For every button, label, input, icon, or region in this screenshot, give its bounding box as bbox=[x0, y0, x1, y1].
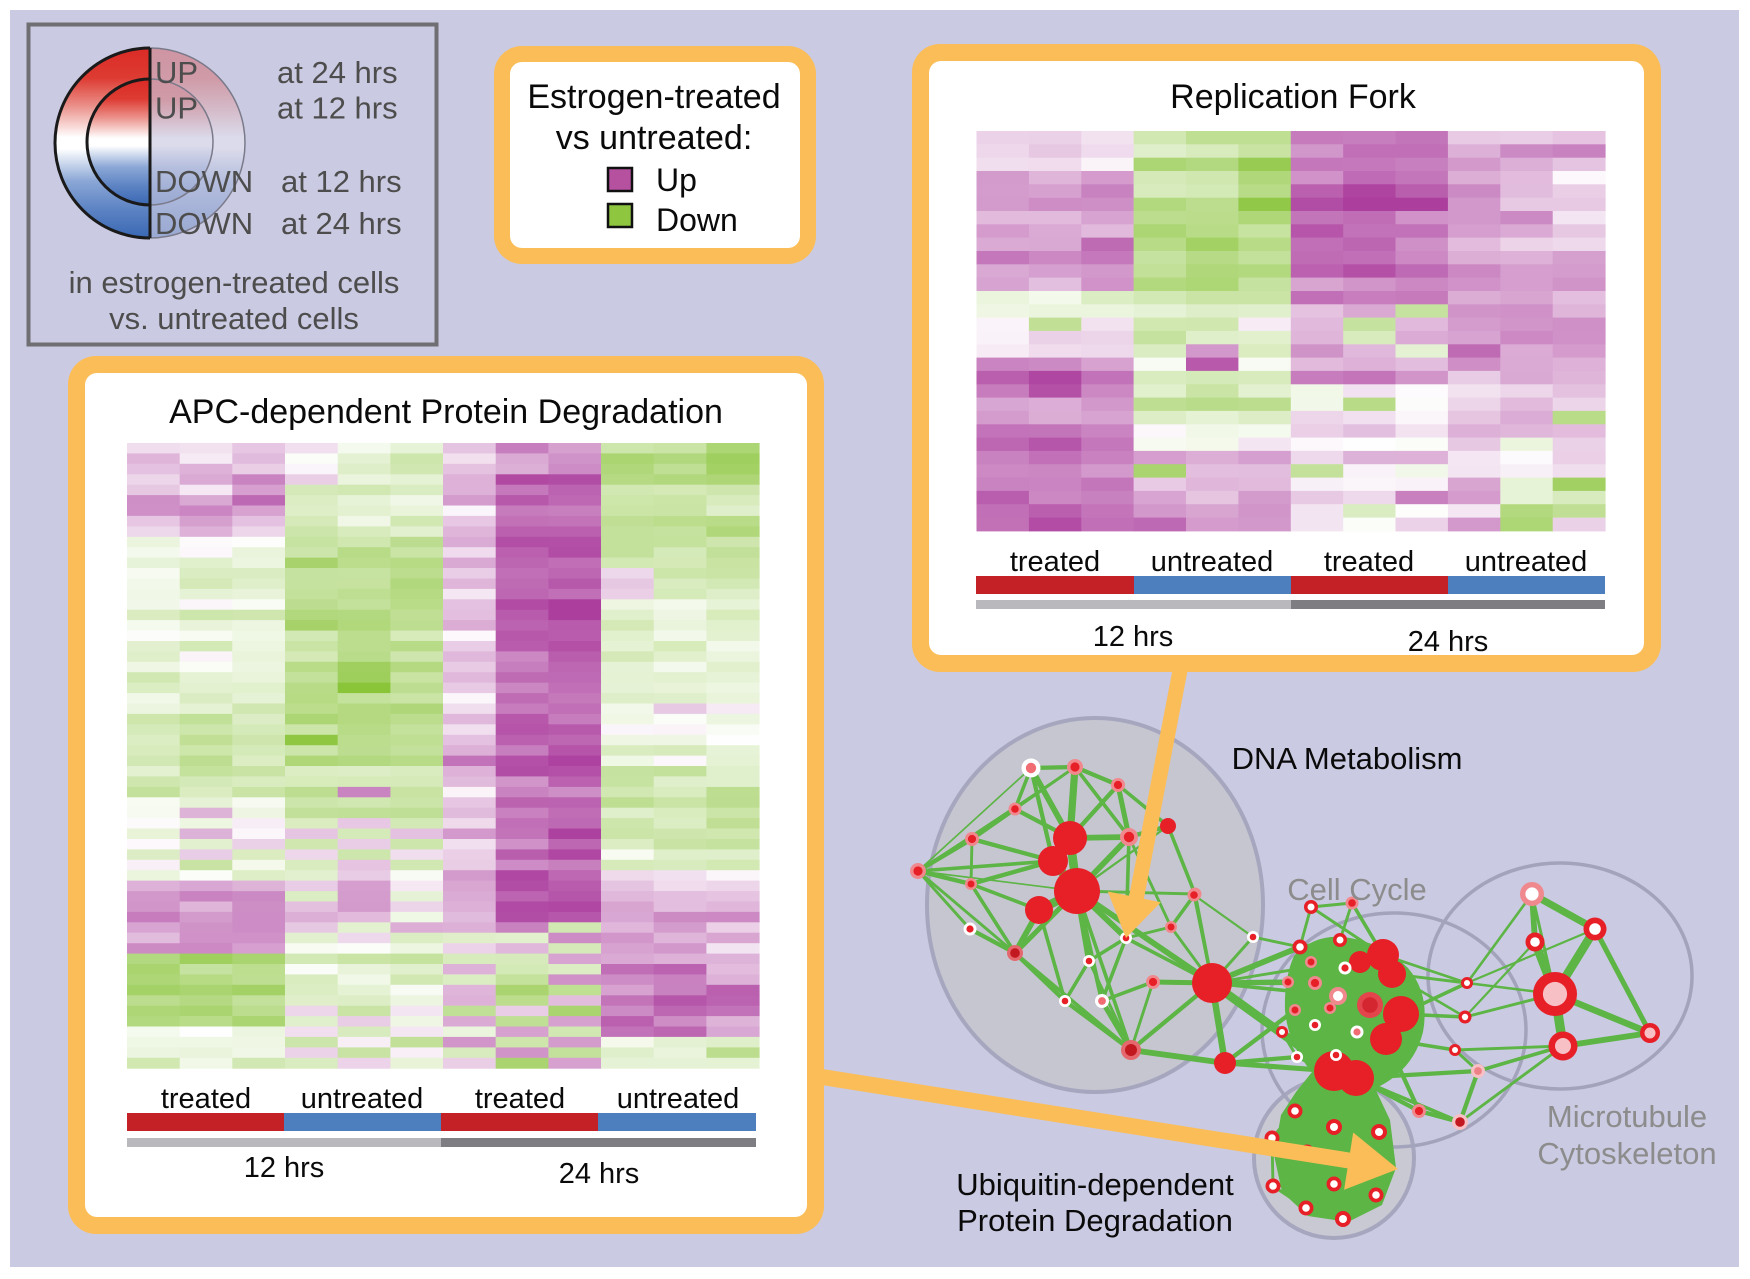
svg-text:Replication Fork: Replication Fork bbox=[1170, 78, 1417, 116]
svg-text:Ubiquitin-dependent: Ubiquitin-dependent bbox=[956, 1167, 1234, 1202]
svg-text:at 12 hrs: at 12 hrs bbox=[277, 91, 398, 126]
svg-text:24 hrs: 24 hrs bbox=[1408, 626, 1489, 658]
svg-text:UP: UP bbox=[155, 55, 198, 90]
svg-text:treated: treated bbox=[475, 1083, 565, 1115]
svg-text:untreated: untreated bbox=[301, 1083, 424, 1115]
svg-text:12 hrs: 12 hrs bbox=[244, 1152, 325, 1184]
svg-text:12 hrs: 12 hrs bbox=[1093, 621, 1174, 653]
svg-text:Cytoskeleton: Cytoskeleton bbox=[1537, 1136, 1716, 1171]
svg-text:Cell Cycle: Cell Cycle bbox=[1287, 872, 1427, 907]
svg-text:treated: treated bbox=[161, 1083, 251, 1115]
svg-text:Protein Degradation: Protein Degradation bbox=[957, 1203, 1233, 1238]
svg-text:Up: Up bbox=[656, 162, 697, 198]
svg-text:untreated: untreated bbox=[1151, 546, 1274, 578]
svg-text:at 24 hrs: at 24 hrs bbox=[281, 206, 402, 241]
svg-text:DNA Metabolism: DNA Metabolism bbox=[1232, 741, 1463, 776]
svg-text:UP: UP bbox=[155, 91, 198, 126]
svg-text:APC-dependent Protein Degradat: APC-dependent Protein Degradation bbox=[169, 393, 723, 431]
svg-text:Microtubule: Microtubule bbox=[1547, 1099, 1707, 1134]
svg-text:DOWN: DOWN bbox=[155, 164, 253, 199]
svg-text:untreated: untreated bbox=[617, 1083, 740, 1115]
svg-text:in estrogen-treated cells: in estrogen-treated cells bbox=[69, 265, 400, 300]
svg-text:DOWN: DOWN bbox=[155, 206, 253, 241]
svg-text:untreated: untreated bbox=[1465, 546, 1588, 578]
svg-text:vs. untreated cells: vs. untreated cells bbox=[109, 301, 359, 336]
svg-text:Estrogen-treated: Estrogen-treated bbox=[527, 78, 780, 116]
svg-text:at 12 hrs: at 12 hrs bbox=[281, 164, 402, 199]
svg-text:Down: Down bbox=[656, 202, 738, 238]
svg-text:at 24 hrs: at 24 hrs bbox=[277, 55, 398, 90]
svg-text:vs untreated:: vs untreated: bbox=[556, 119, 753, 157]
svg-text:treated: treated bbox=[1010, 546, 1100, 578]
svg-text:treated: treated bbox=[1324, 546, 1414, 578]
svg-text:24 hrs: 24 hrs bbox=[559, 1158, 640, 1190]
